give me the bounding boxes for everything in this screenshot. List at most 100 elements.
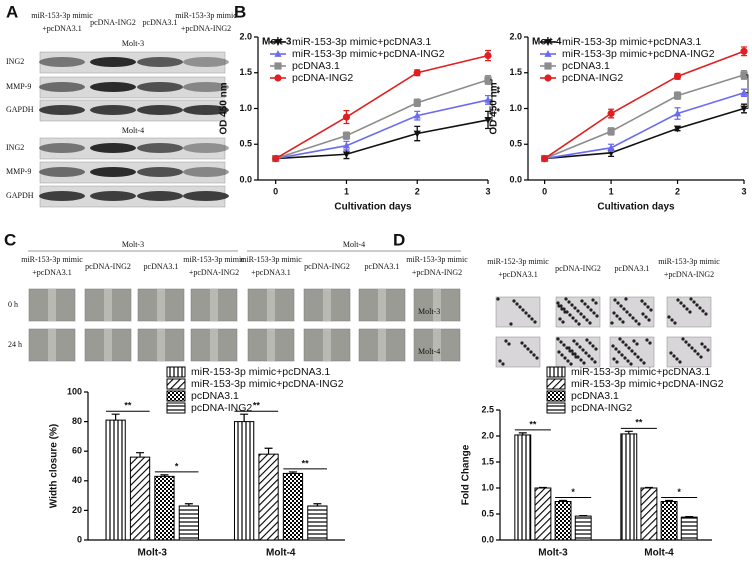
- cell-dot: [567, 346, 571, 350]
- scratch-gap: [378, 329, 386, 361]
- cell-dot: [556, 337, 560, 341]
- error-bar: [559, 499, 568, 502]
- marker: [342, 141, 351, 149]
- column-header: +pcDNA3.1: [42, 24, 81, 33]
- cell-dot: [639, 358, 643, 362]
- cell-dot: [585, 338, 589, 342]
- cell-dot: [566, 359, 570, 363]
- y-tick-label: 1.5: [509, 67, 522, 77]
- cell-dot: [580, 299, 584, 303]
- cell-dot: [569, 362, 573, 366]
- legend-label: miR-153-3p mimic+pcDNA3.1: [571, 366, 710, 378]
- error-bar: [538, 486, 547, 489]
- legend-marker: [274, 39, 282, 46]
- cell-dot: [688, 310, 692, 314]
- scratch-gap: [323, 329, 331, 361]
- group-label: Molt-4: [343, 240, 365, 249]
- y-tick-label: 0.5: [239, 139, 252, 149]
- column-header: +pcDNA3.1: [498, 270, 537, 279]
- cell-dot: [509, 322, 513, 326]
- cell-dot: [585, 318, 589, 322]
- cell-dot: [679, 301, 683, 305]
- cell-dot: [623, 356, 627, 360]
- scratch-gap: [48, 329, 56, 361]
- legend-marker: [274, 74, 282, 82]
- cell-dot: [670, 318, 674, 322]
- scratch-gap: [433, 329, 441, 361]
- cell-dot: [636, 355, 640, 359]
- significance-label: *: [571, 487, 575, 497]
- group-label: Molt-3: [122, 240, 144, 249]
- bar: [680, 516, 698, 541]
- column-header: pcDNA3.1: [143, 18, 178, 27]
- y-tick-label: 1.5: [481, 456, 494, 466]
- row-label: MMP-9: [6, 82, 31, 91]
- cell-dot: [582, 361, 586, 365]
- significance-label: **: [253, 401, 261, 411]
- cell-dot: [700, 342, 704, 346]
- panel-label: B: [234, 2, 246, 21]
- marker: [673, 72, 682, 80]
- significance-label: **: [492, 86, 502, 94]
- y-tick-label: 0.5: [509, 139, 522, 149]
- blot-band: [39, 143, 85, 153]
- column-header: pcDNA3.1: [144, 262, 179, 271]
- marker: [484, 51, 492, 60]
- cell-dot: [622, 307, 626, 311]
- cell-dot: [615, 314, 619, 318]
- marker: [484, 76, 492, 84]
- cell-dot: [573, 352, 577, 356]
- x-axis-label: Cultivation days: [597, 202, 675, 213]
- scratch-gap: [104, 289, 112, 321]
- scratch-gap: [157, 329, 165, 361]
- line: [544, 74, 745, 160]
- line: [275, 99, 489, 160]
- legend-label: miR-153-3p mimic+pcDNA-ING2: [571, 378, 724, 390]
- legend-label: pcDNA-ING2: [191, 402, 252, 414]
- cell-dot: [588, 321, 592, 325]
- cell-dot: [568, 313, 572, 317]
- y-tick-label: 0.0: [509, 174, 522, 184]
- y-tick-label: 2.0: [481, 430, 494, 440]
- marker: [607, 143, 615, 151]
- blot-band: [137, 105, 183, 115]
- cell-dot: [570, 349, 574, 353]
- error-bar: [184, 503, 193, 506]
- x-tick-label: 2: [415, 186, 420, 196]
- x-tick-label: 2: [675, 186, 680, 196]
- blot-band: [90, 57, 136, 67]
- cell-dot: [684, 340, 688, 344]
- panel-label: A: [6, 2, 18, 21]
- legend-swatch: [546, 402, 566, 414]
- legend-label: miR-153-3p mimic+pcDNA3.1: [292, 36, 431, 48]
- blot-band: [183, 143, 229, 153]
- cell-dot: [565, 310, 569, 314]
- x-tick-label: Molt-4: [644, 548, 674, 559]
- panel-label: D: [393, 230, 405, 249]
- cell-dot: [614, 347, 618, 351]
- y-tick-label: 2.0: [509, 31, 522, 41]
- cell-dot: [587, 354, 591, 358]
- cell-dot: [633, 352, 637, 356]
- marker: [342, 113, 351, 121]
- cell-dot: [526, 347, 530, 351]
- cell-dot: [584, 351, 588, 355]
- cell-dot: [624, 343, 628, 347]
- cell-dot: [701, 309, 705, 313]
- x-tick-label: Molt-3: [538, 548, 568, 559]
- marker: [413, 99, 421, 107]
- blot-band: [39, 167, 85, 177]
- legend-marker: [544, 74, 552, 82]
- cell-dot: [631, 316, 635, 320]
- bar: [105, 419, 126, 541]
- significance-label: **: [124, 401, 132, 411]
- cell-dot: [629, 362, 633, 366]
- legend-label: pcDNA-ING2: [292, 72, 353, 84]
- cell-dot: [624, 297, 628, 301]
- cell-dot: [595, 314, 599, 318]
- y-tick-label: 0.0: [481, 534, 494, 544]
- x-tick-label: 0: [273, 186, 278, 196]
- y-axis-label: Fold Change: [461, 444, 472, 505]
- cell-dot: [618, 317, 622, 321]
- cell-dot: [501, 362, 505, 366]
